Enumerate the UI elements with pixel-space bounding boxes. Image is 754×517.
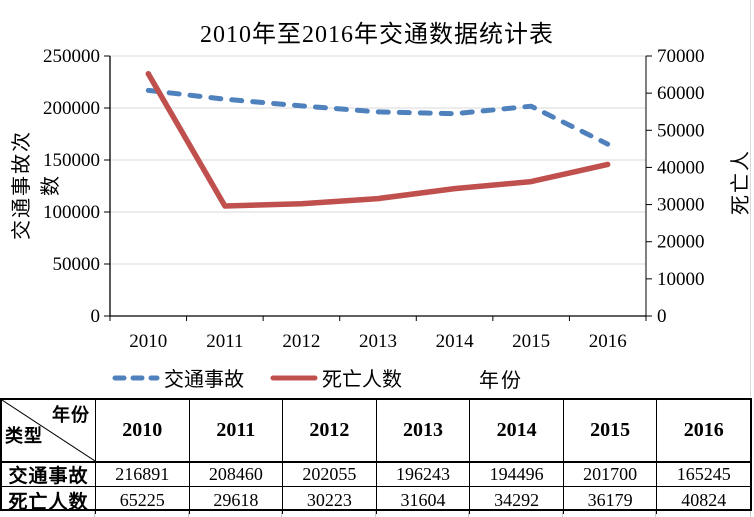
left-tick-label: 50000 [53,254,101,275]
table-header-2013[interactable]: 2013 [375,400,470,463]
right-axis-title: 死亡人数 [730,149,752,215]
right-tick-label: 0 [657,306,667,327]
table-cell-2011[interactable]: 208460 [188,463,283,487]
x-axis-title: 年份 [479,370,523,392]
table-cell-2015[interactable]: 36179 [562,487,657,514]
table-cell-2016[interactable]: 40824 [656,487,750,514]
left-tick-label: 150000 [43,150,100,171]
table-cell-2010[interactable]: 216891 [95,463,189,487]
right-tick-label: 40000 [657,157,705,178]
table-cell-2016[interactable]: 165245 [656,463,750,487]
x-tick-label: 2014 [436,331,475,352]
excel-gridline-stub [750,511,751,517]
traffic-accidents-line[interactable] [145,87,611,147]
table-row-label[interactable]: 交通事故 [2,463,95,487]
left-tick-label: 0 [91,306,101,327]
table-corner-cell[interactable]: 年份 类型 [2,400,95,463]
excel-gridline-stub [375,511,376,517]
right-tick-label: 60000 [657,83,705,104]
right-tick-label: 30000 [657,195,705,216]
corner-label-type: 类型 [5,426,43,446]
table-cell-2015[interactable]: 201700 [562,463,657,487]
table-header-2016[interactable]: 2016 [656,400,750,463]
left-tick-label: 100000 [43,202,100,223]
excel-gridline-stub [94,511,95,517]
excel-gridline-stub [655,511,656,517]
line-chart: 0 50000 100000 150000 200000 250000 0 10000 2000… [11,0,752,397]
legend-label: 死亡人数 [322,369,402,391]
table-cell-2014[interactable]: 34292 [469,487,563,514]
table-cell-2013[interactable]: 31604 [375,487,470,514]
table-header-2012[interactable]: 2012 [282,400,376,463]
left-axis-title: 交通事故次数 [11,130,62,240]
x-tick-label: 2013 [359,331,397,352]
x-tick-label: 2012 [282,331,320,352]
deaths-line[interactable] [145,70,611,209]
x-tick-label: 2016 [589,331,627,352]
table-cell-2012[interactable]: 30223 [282,487,376,514]
table-header-2011[interactable]: 2011 [188,400,283,463]
table-cell-2012[interactable]: 202055 [282,463,376,487]
excel-gridline-stub [468,511,469,517]
solid-line-sample-icon [270,375,318,380]
excel-gridline-stub [562,511,563,517]
table-header-2010[interactable]: 2010 [95,400,189,463]
table-cell-2013[interactable]: 196243 [375,463,470,487]
left-tick-label: 200000 [43,98,100,119]
corner-label-year: 年份 [52,405,90,425]
right-tick-label: 10000 [657,269,705,290]
right-tick-label: 20000 [657,232,705,253]
left-tick-label: 250000 [43,46,100,67]
right-tick-label: 50000 [657,120,705,141]
data-table: 年份 类型 2010 2011 2012 2013 2014 2015 2016 交通事故 21… [0,398,752,514]
legend-item-deaths[interactable]: 死亡人数 [270,363,402,392]
chart-plot-area: 0 50000 100000 150000 200000 250000 0 10000 2000… [43,0,751,397]
x-tick-label: 2015 [512,331,550,352]
right-tick-label: 70000 [657,46,705,67]
chart-title: 2010年至2016年交通数据统计表 [200,22,554,48]
chart-legend: 交通事故 死亡人数 [112,363,402,392]
table-header-2014[interactable]: 2014 [469,400,563,463]
table-cell-2011[interactable]: 29618 [188,487,283,514]
table-row-label[interactable]: 死亡人数 [8,492,89,513]
x-tick-label: 2010 [129,331,167,352]
x-tick-label: 2011 [206,331,243,352]
legend-item-traffic-accidents[interactable]: 交通事故 [112,363,244,392]
legend-label: 交通事故 [164,369,244,391]
excel-gridline-stub [281,511,282,517]
excel-gridline-stub [188,511,189,517]
table-cell-2014[interactable]: 194496 [469,463,563,487]
dashed-line-sample-icon [112,375,160,380]
diagonal-divider [2,400,95,461]
table-header-2015[interactable]: 2015 [562,400,657,463]
table-cell-2010[interactable]: 65225 [95,487,189,514]
